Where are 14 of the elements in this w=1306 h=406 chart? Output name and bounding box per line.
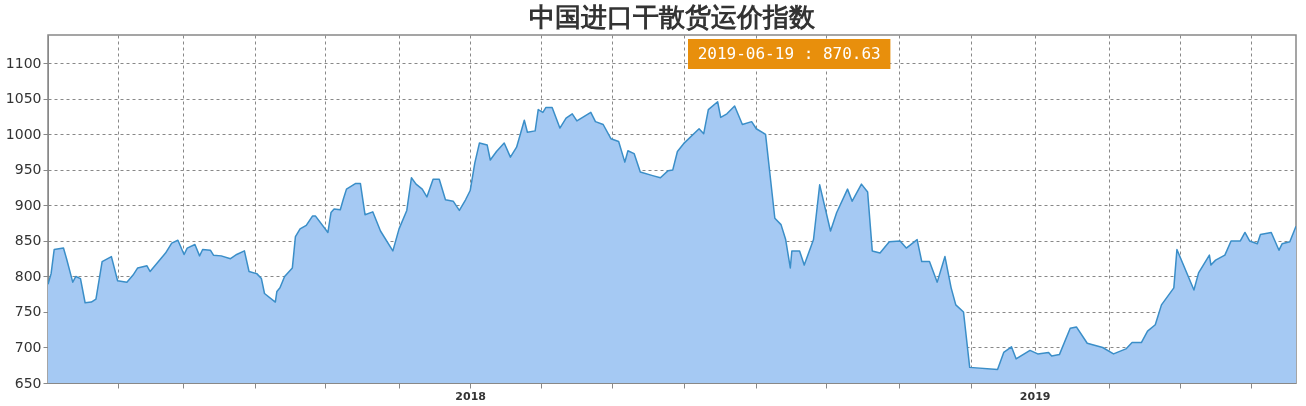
chart-title: 中国进口干散货运价指数 — [529, 2, 816, 32]
y-tick-label: 950 — [14, 161, 42, 178]
y-tick-label: 800 — [14, 267, 42, 284]
y-tick-label: 750 — [14, 303, 42, 320]
y-tick-label: 1100 — [5, 54, 42, 71]
y-tick-label: 700 — [14, 338, 42, 355]
y-tick-label: 1050 — [5, 90, 42, 107]
y-tick-label: 650 — [14, 374, 42, 391]
x-tick-label: 2019 — [1019, 389, 1051, 403]
y-tick-label: 850 — [14, 232, 42, 249]
x-tick-label: 2018 — [455, 389, 486, 403]
y-tick-label: 1000 — [5, 125, 42, 142]
y-tick-label: 900 — [14, 196, 42, 213]
annotation: 2019-06-19 : 870.63 — [697, 44, 881, 63]
